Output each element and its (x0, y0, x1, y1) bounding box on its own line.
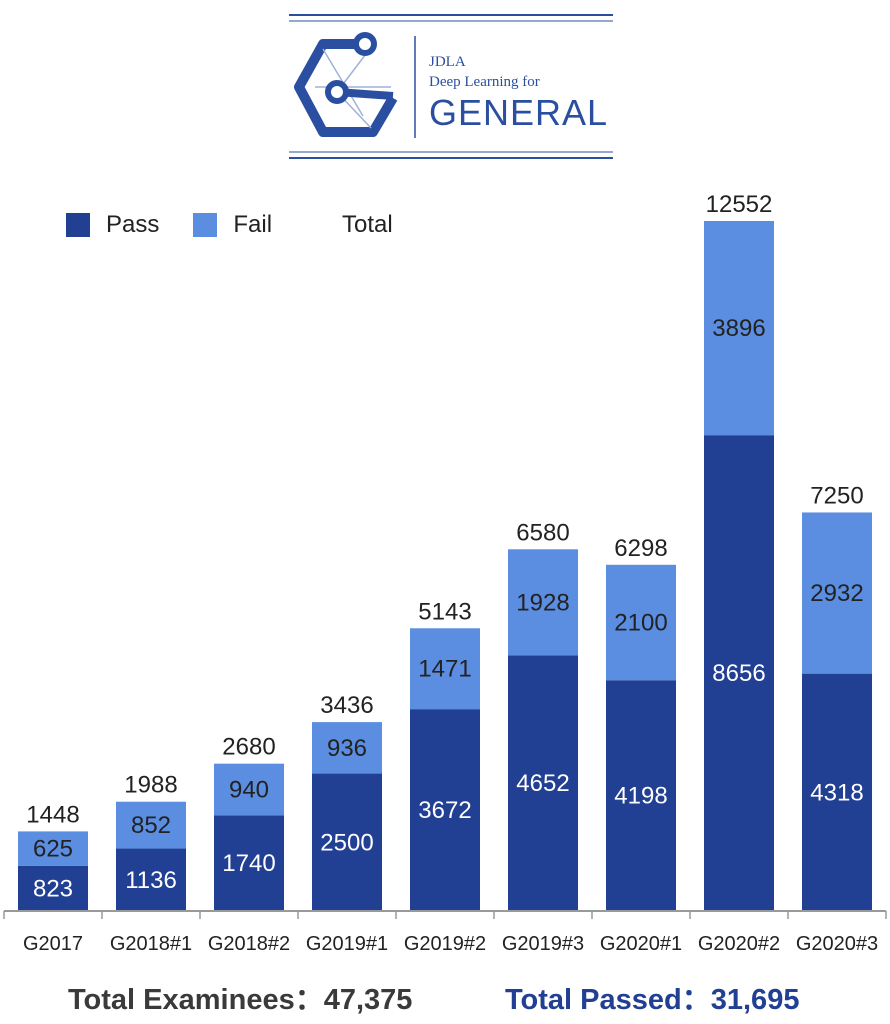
data-label-pass-1: 1136 (125, 867, 177, 894)
data-label-pass-3: 2500 (320, 829, 373, 856)
x-tick-label-1: G2018#1 (110, 933, 192, 955)
x-tick-label-3: G2019#1 (306, 933, 388, 955)
data-label-fail-5: 1928 (516, 589, 569, 616)
data-label-fail-0: 625 (33, 836, 73, 863)
hexagon-g-network-icon (294, 32, 398, 137)
bar-pass-1 (116, 848, 186, 911)
stacked-bar-chart: 823 625 1448 G2017 1136 852 1988 G2018#1 1740 940… (3, 191, 887, 955)
data-label-pass-0: 823 (33, 875, 73, 902)
legend-swatch-pass (66, 213, 90, 237)
legend-label-fail: Fail (233, 211, 273, 238)
bar-pass-2 (214, 815, 284, 911)
legend-item-fail: Fail (193, 211, 272, 239)
data-label-fail-2: 940 (229, 777, 269, 804)
data-label-fail-4: 1471 (418, 656, 471, 683)
legend-label-total: Total (342, 211, 393, 238)
data-label-total-3: 3436 (320, 692, 373, 719)
bar-fail-2 (214, 763, 284, 816)
logo-line1: JDLA (429, 54, 466, 70)
legend-item-total: Total (342, 211, 393, 239)
data-label-total-5: 6580 (516, 519, 569, 546)
bar-fail-4 (410, 628, 480, 710)
bar-pass-3 (312, 773, 382, 911)
x-tick-label-8: G2020#3 (796, 933, 878, 955)
bar-fail-5 (508, 549, 578, 656)
chart-legend: Pass Fail Total (66, 210, 427, 240)
x-tick-label-4: G2019#2 (404, 933, 486, 955)
data-label-total-6: 6298 (614, 535, 667, 562)
bar-fail-6 (606, 564, 676, 681)
x-tick-label-5: G2019#3 (502, 933, 584, 955)
data-label-fail-8: 2932 (810, 580, 863, 607)
bar-fail-1 (116, 801, 186, 849)
data-label-total-8: 7250 (810, 482, 863, 509)
legend-swatch-fail (193, 213, 218, 237)
bar-pass-7 (704, 435, 774, 911)
data-label-fail-6: 2100 (614, 610, 667, 637)
data-label-pass-2: 1740 (222, 850, 275, 877)
bar-fail-8 (802, 512, 872, 674)
data-label-total-0: 1448 (26, 801, 79, 828)
bar-fail-7 (704, 221, 774, 436)
data-label-pass-8: 4318 (810, 779, 863, 806)
data-label-total-4: 5143 (418, 598, 471, 625)
data-label-fail-1: 852 (131, 812, 171, 839)
legend-item-pass: Pass (66, 211, 159, 239)
data-label-pass-7: 8656 (712, 660, 765, 687)
data-label-total-1: 1988 (124, 772, 177, 799)
total-examinees: Total Examinees：47,375 (68, 984, 413, 1016)
bar-fail-3 (312, 722, 382, 774)
bar-pass-8 (802, 673, 872, 911)
data-label-pass-6: 4198 (614, 783, 667, 810)
data-label-fail-3: 936 (327, 735, 367, 762)
x-tick-label-2: G2018#2 (208, 933, 290, 955)
x-tick-label-7: G2020#2 (698, 933, 780, 955)
legend-label-pass: Pass (106, 211, 160, 238)
data-label-total-2: 2680 (222, 734, 275, 761)
data-label-fail-7: 3896 (712, 315, 765, 342)
x-tick-label-0: G2017 (23, 933, 83, 955)
data-label-pass-5: 4652 (516, 770, 569, 797)
logo-line2: Deep Learning for (429, 74, 540, 90)
logo-line3: GENERAL (429, 92, 608, 133)
data-label-total-7: 12552 (706, 191, 773, 218)
x-tick-label-6: G2020#1 (600, 933, 682, 955)
bar-pass-5 (508, 655, 578, 911)
total-passed: Total Passed：31,695 (505, 984, 800, 1016)
data-label-pass-4: 3672 (418, 797, 471, 824)
bar-pass-4 (410, 709, 480, 911)
bar-pass-0 (18, 865, 88, 911)
jdla-logo: JDLA Deep Learning for GENERAL (289, 14, 613, 159)
bar-fail-0 (18, 831, 88, 866)
bar-pass-6 (606, 680, 676, 911)
